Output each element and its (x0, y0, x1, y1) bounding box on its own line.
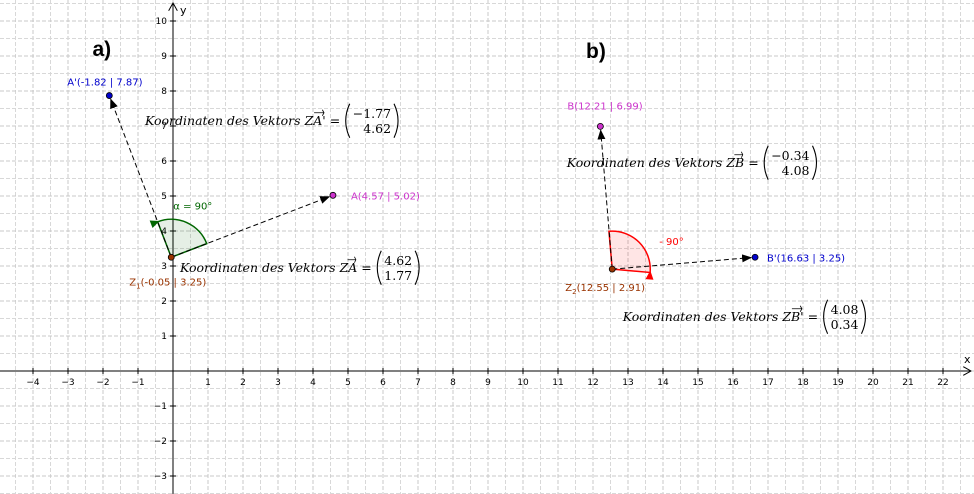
point-b (597, 123, 603, 129)
x-tick-label: 11 (552, 378, 563, 388)
point-label-a: A(4.57 | 5.02) (351, 191, 420, 202)
x-tick-label: −3 (61, 378, 74, 388)
part-label-b: b) (586, 40, 606, 63)
coord-text-equals: = (748, 155, 758, 170)
x-tick-label: 15 (692, 378, 703, 388)
y-tick-label: 5 (161, 192, 167, 202)
right-paren (415, 251, 419, 285)
angle-beta-label: - 90° (659, 237, 684, 248)
left-paren (377, 251, 381, 285)
point-label-z2: Z2(12.55 | 2.91) (565, 283, 645, 296)
part-label-a: a) (93, 38, 112, 61)
x-tick-label: 10 (517, 378, 529, 388)
point-z2 (609, 266, 615, 272)
y-tick-label: 9 (161, 52, 167, 62)
x-tick-label: 1 (205, 378, 211, 388)
coord-text-top-value: 4.62 (384, 253, 412, 268)
coord-text-top-value: −1.77 (353, 106, 391, 121)
x-tick-label: −2 (96, 378, 109, 388)
coord-text-bottom-value: 4.62 (363, 121, 391, 136)
coord-text-prefix: Koordinaten des Vektors (144, 113, 301, 128)
left-paren (824, 300, 828, 334)
point-a1 (106, 93, 112, 99)
coord-text-bottom-value: 1.77 (384, 268, 412, 283)
y-tick-label: 3 (161, 262, 167, 272)
y-tick-label: 10 (156, 17, 168, 27)
coord-text-prefix: Koordinaten des Vektors (622, 309, 779, 324)
x-tick-label: 8 (450, 378, 456, 388)
coordinate-texts: Koordinaten des Vektors ZA' = −1.774.62Koo… (144, 104, 865, 334)
y-tick-label: 2 (161, 297, 167, 307)
angle-beta-sector (609, 231, 650, 272)
coord-text-top-value: 4.08 (831, 302, 859, 317)
x-tick-label: 17 (762, 378, 773, 388)
point-label-z1: Z1(-0.05 | 3.25) (129, 277, 206, 290)
coord-text-bottom-value: 0.34 (831, 317, 859, 332)
y-tick-label: 8 (161, 87, 167, 97)
coord-text-prefix: Koordinaten des Vektors (179, 260, 336, 275)
coord-text-bottom-value: 4.08 (782, 163, 810, 178)
x-tick-label: 16 (727, 378, 739, 388)
coord-text-equals: = (808, 309, 818, 324)
x-tick-label: 12 (587, 378, 598, 388)
x-tick-label: 22 (937, 378, 948, 388)
x-tick-label: 18 (797, 378, 809, 388)
x-tick-label: 20 (867, 378, 879, 388)
y-tick-label: −3 (154, 472, 167, 482)
x-tick-label: 3 (275, 378, 281, 388)
right-paren (861, 300, 865, 334)
x-tick-label: 4 (310, 378, 316, 388)
point-a (330, 192, 336, 198)
x-tick-label: −4 (26, 378, 40, 388)
right-paren (813, 146, 817, 180)
coord-text-equals: = (330, 113, 340, 128)
x-tick-label: 21 (902, 378, 913, 388)
x-tick-label: 6 (380, 378, 386, 388)
y-tick-label: 6 (161, 157, 167, 167)
coord-text-equals: = (361, 260, 371, 275)
angle-alpha-label: α = 90° (173, 201, 212, 212)
point-label-b: B(12.21 | 6.99) (567, 101, 642, 112)
x-tick-label: 9 (485, 378, 491, 388)
x-tick-label: 2 (240, 378, 246, 388)
coord-text-prefix: Koordinaten des Vektors (566, 155, 723, 170)
point-z1 (168, 254, 174, 260)
y-tick-label: 1 (161, 332, 167, 342)
angle-alpha-sector (158, 219, 207, 257)
coord-text-top-value: −0.34 (771, 148, 809, 163)
y-tick-label: −2 (154, 437, 167, 447)
point-label-b1: B'(16.63 | 3.25) (767, 253, 845, 264)
x-tick-label: 14 (657, 378, 669, 388)
coord-text-zb1: Koordinaten des Vektors ZB' = 4.080.34 (622, 300, 866, 334)
y-axis-label: y (180, 4, 187, 17)
x-tick-label: −1 (131, 378, 144, 388)
coord-text-zb: Koordinaten des Vektors ZB = −0.344.08 (566, 146, 817, 180)
x-tick-label: 5 (345, 378, 351, 388)
point-label-a1: A'(-1.82 | 7.87) (67, 78, 142, 89)
x-axis-label: x (964, 353, 971, 366)
x-tick-label: 7 (415, 378, 421, 388)
x-tick-label: 19 (832, 378, 844, 388)
y-tick-label: −1 (154, 402, 167, 412)
x-tick-label: 13 (622, 378, 633, 388)
point-b1 (752, 254, 758, 260)
